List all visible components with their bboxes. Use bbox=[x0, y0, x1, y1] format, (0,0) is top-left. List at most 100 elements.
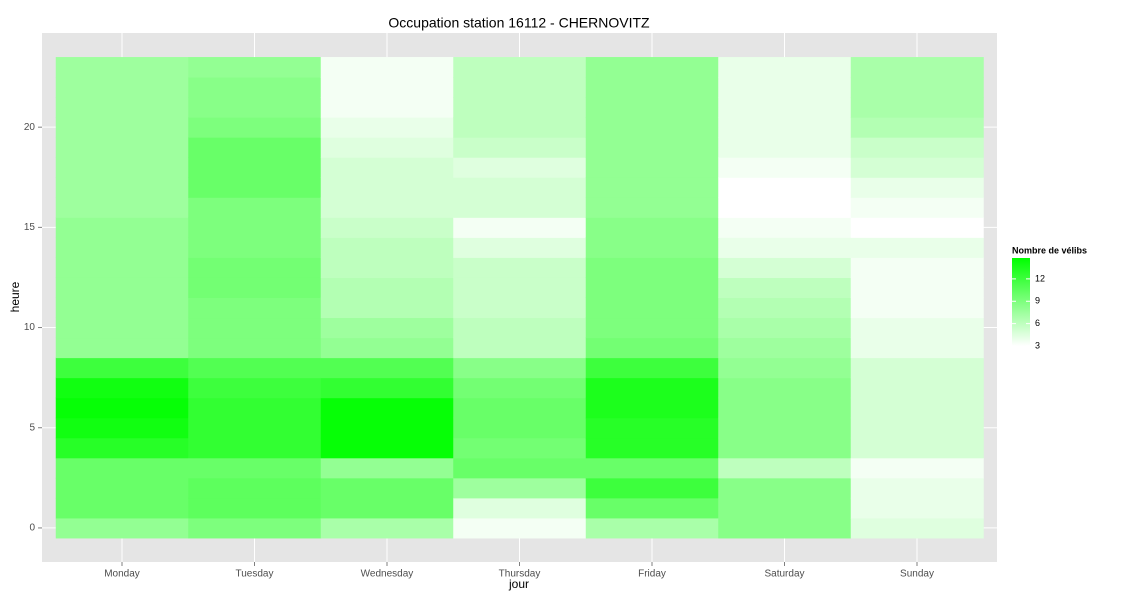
heat-cell bbox=[585, 377, 719, 399]
heat-cell bbox=[188, 377, 322, 399]
heat-cell bbox=[585, 497, 719, 519]
heat-cell bbox=[320, 117, 454, 138]
heat-cell bbox=[718, 377, 852, 399]
heat-cell bbox=[453, 57, 587, 78]
y-tick-label: 0 bbox=[29, 523, 35, 534]
heat-cell bbox=[55, 197, 189, 218]
heat-cell bbox=[453, 97, 587, 118]
heat-cell bbox=[320, 397, 454, 419]
heat-cell bbox=[320, 77, 454, 98]
heat-cell bbox=[453, 197, 587, 218]
heat-cell bbox=[320, 517, 454, 539]
heat-cell bbox=[55, 477, 189, 499]
heat-cell bbox=[585, 257, 719, 278]
heat-cell bbox=[453, 457, 587, 479]
heat-cell bbox=[55, 177, 189, 198]
heat-cell bbox=[850, 157, 984, 178]
legend-tick-label: 3 bbox=[1035, 340, 1040, 350]
heat-cell bbox=[850, 437, 984, 459]
heat-cell bbox=[55, 377, 189, 399]
heat-cell bbox=[188, 197, 322, 218]
heat-cell bbox=[850, 337, 984, 359]
heat-cell bbox=[453, 377, 587, 399]
x-tick-label: Thursday bbox=[499, 569, 541, 580]
heat-cell bbox=[453, 157, 587, 178]
heat-cell bbox=[55, 237, 189, 258]
heat-cell bbox=[55, 297, 189, 319]
heat-cell bbox=[585, 137, 719, 158]
heat-cell bbox=[585, 197, 719, 218]
heat-cell bbox=[850, 197, 984, 218]
heat-cell bbox=[188, 297, 322, 319]
heat-cell bbox=[320, 217, 454, 238]
heat-cell bbox=[320, 297, 454, 319]
heat-cell bbox=[585, 337, 719, 359]
heat-cell bbox=[585, 57, 719, 78]
x-tick-label: Wednesday bbox=[361, 569, 414, 580]
heat-cell bbox=[55, 217, 189, 238]
heat-cell bbox=[320, 437, 454, 459]
heat-cell bbox=[55, 497, 189, 519]
heat-cell bbox=[55, 397, 189, 419]
heat-cell bbox=[55, 277, 189, 298]
heat-cell bbox=[55, 457, 189, 479]
heat-cell bbox=[718, 317, 852, 339]
heat-cell bbox=[320, 97, 454, 118]
heat-cell bbox=[188, 257, 322, 278]
x-tick-label: Sunday bbox=[900, 569, 934, 580]
heat-cell bbox=[718, 477, 852, 499]
heat-cell bbox=[718, 297, 852, 319]
heat-cell bbox=[585, 277, 719, 298]
heat-cell bbox=[55, 257, 189, 278]
heat-cell bbox=[55, 517, 189, 539]
heat-cell bbox=[718, 197, 852, 218]
y-tick-label: 10 bbox=[24, 322, 36, 333]
heat-cell bbox=[55, 337, 189, 359]
legend-tick-label: 9 bbox=[1035, 296, 1040, 306]
y-tick-label: 20 bbox=[24, 122, 36, 133]
heat-cell bbox=[585, 517, 719, 539]
heat-cell bbox=[718, 177, 852, 198]
y-tick-label: 15 bbox=[24, 222, 36, 233]
heat-cell bbox=[850, 97, 984, 118]
x-tick-label: Friday bbox=[638, 569, 666, 580]
heat-cell bbox=[453, 497, 587, 519]
heat-cell bbox=[453, 257, 587, 278]
chart-title: Occupation station 16112 - CHERNOVITZ bbox=[388, 15, 650, 31]
heat-cell bbox=[188, 357, 322, 379]
heat-cell bbox=[453, 417, 587, 439]
heat-cell bbox=[585, 97, 719, 118]
heat-cell bbox=[850, 297, 984, 319]
heat-cell bbox=[320, 157, 454, 178]
heat-cell bbox=[320, 197, 454, 218]
heat-cell bbox=[188, 217, 322, 238]
heat-cell bbox=[320, 417, 454, 439]
heat-cell bbox=[718, 437, 852, 459]
heat-cell bbox=[585, 417, 719, 439]
heat-cell bbox=[850, 317, 984, 339]
heat-cell bbox=[188, 317, 322, 339]
heat-cell bbox=[320, 137, 454, 158]
heat-cell bbox=[320, 377, 454, 399]
heat-cell bbox=[55, 77, 189, 98]
heat-cell bbox=[718, 497, 852, 519]
heat-cell bbox=[188, 237, 322, 258]
heat-cell bbox=[188, 397, 322, 419]
y-axis-label: heure bbox=[8, 281, 22, 312]
heat-cell bbox=[55, 417, 189, 439]
heat-cell bbox=[453, 397, 587, 419]
heat-cell bbox=[188, 57, 322, 78]
heat-cell bbox=[320, 337, 454, 359]
heat-cell bbox=[320, 317, 454, 339]
heat-cell bbox=[453, 177, 587, 198]
heat-cell bbox=[585, 77, 719, 98]
heat-cell bbox=[55, 137, 189, 158]
heat-cell bbox=[55, 317, 189, 339]
heat-cell bbox=[188, 277, 322, 298]
heat-cell bbox=[850, 357, 984, 379]
heat-cell bbox=[585, 297, 719, 319]
heat-cell bbox=[850, 517, 984, 539]
heat-cell bbox=[320, 497, 454, 519]
heat-cell bbox=[55, 57, 189, 78]
heat-cell bbox=[188, 97, 322, 118]
